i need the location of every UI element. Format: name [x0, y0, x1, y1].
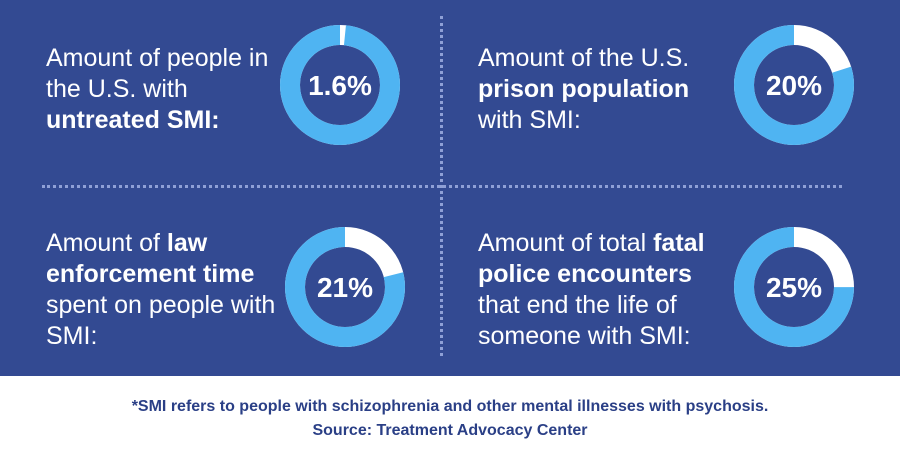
donut-value-label: 21%	[317, 272, 373, 303]
stat-label-law-enforcement-time: Amount of law enforcement time spent on …	[46, 228, 286, 352]
donut-chart-fatal-police-encounters: 25%	[734, 227, 854, 347]
stat-label-part-bold: law enforcement time	[46, 229, 255, 288]
stat-label-prison-population: Amount of the U.S. prison population wit…	[478, 43, 714, 136]
horizontal-divider	[42, 185, 842, 188]
stat-label-part-bold: untreated SMI:	[46, 106, 220, 134]
infographic-panel: Amount of people in the U.S. with untrea…	[0, 0, 900, 376]
donut-chart-prison-population: 20%	[734, 25, 854, 145]
stat-label-part: Amount of total	[478, 229, 654, 257]
donut-chart-untreated-smi: 1.6%	[280, 25, 400, 145]
stat-label-part-bold: fatal police encounters	[478, 229, 705, 288]
stat-label-part-bold: prison population	[478, 75, 690, 103]
source-credit: Source: Treatment Advocacy Center	[312, 422, 588, 439]
stat-label-fatal-police-encounters: Amount of total fatal police encounters …	[478, 228, 714, 352]
stat-label-untreated-smi: Amount of people in the U.S. with untrea…	[46, 43, 282, 136]
donut-chart-law-enforcement-time: 21%	[285, 227, 405, 347]
stat-label-part: Amount of people in the U.S. with	[46, 44, 269, 103]
donut-value-label: 1.6%	[308, 70, 372, 101]
footnote: *SMI refers to people with schizophrenia…	[131, 398, 769, 415]
donut-slice-value	[734, 227, 854, 347]
donut-value-label: 25%	[766, 272, 822, 303]
donut-slice-value	[280, 25, 400, 145]
stat-label-part: Amount of the U.S.	[478, 44, 690, 72]
donut-slice-value	[285, 227, 405, 347]
stat-label-part: spent on people with SMI:	[46, 291, 276, 350]
stat-label-part: that end the life of someone with SMI:	[478, 291, 691, 350]
stat-label-part: with SMI:	[478, 106, 581, 134]
stat-label-part: Amount of	[46, 229, 167, 257]
donut-slice-value	[734, 25, 854, 145]
donut-value-label: 20%	[766, 70, 822, 101]
footer: *SMI refers to people with schizophrenia…	[0, 376, 900, 460]
